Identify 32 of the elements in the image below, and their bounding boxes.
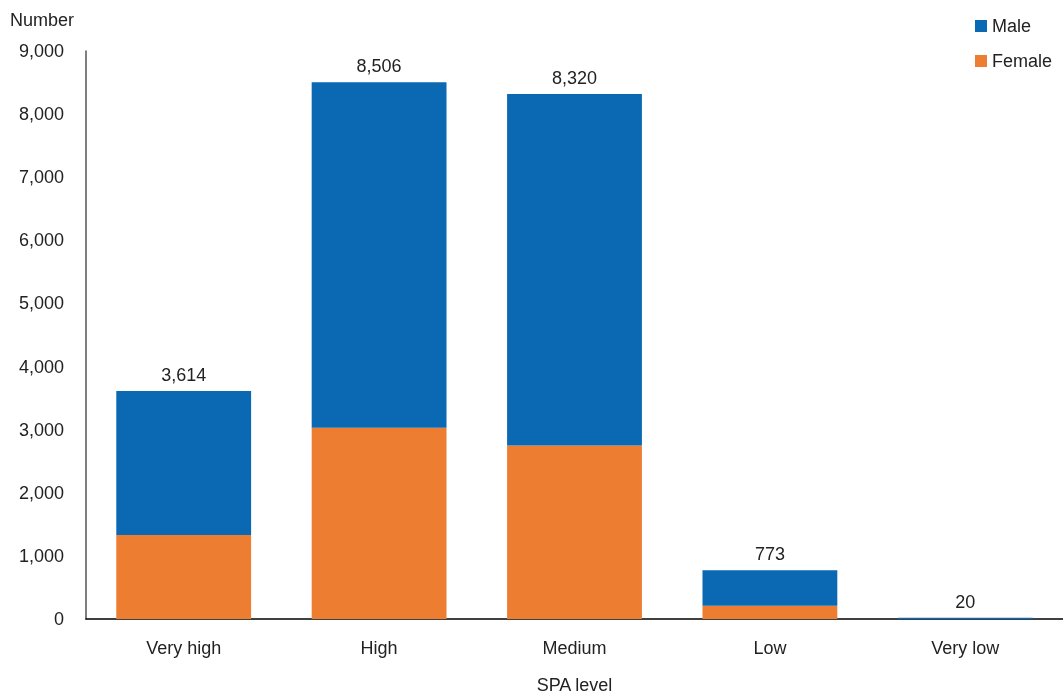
total-label: 8,506 (356, 56, 402, 77)
bar (116, 535, 252, 619)
total-label: 773 (754, 544, 785, 565)
y-axis-title: Number (10, 10, 75, 30)
y-tick-label: 9,000 (18, 41, 64, 61)
y-tick-label: 2,000 (18, 482, 64, 503)
total-label: 3,614 (161, 364, 207, 385)
total-label: 8,320 (551, 67, 598, 88)
x-tick-label: High (360, 638, 398, 658)
legend-label: Female (991, 51, 1053, 71)
x-tick-label: Low (753, 638, 788, 658)
bar (116, 390, 252, 536)
bar (702, 570, 838, 606)
x-axis-title: SPA level (536, 675, 613, 695)
total-label: 20 (955, 591, 976, 612)
y-tick-label: 4,000 (18, 356, 64, 377)
bar (311, 82, 447, 428)
x-tick-label: Very low (931, 638, 1001, 658)
y-tick-label: 8,000 (18, 104, 64, 125)
y-tick-label: 1,000 (18, 545, 64, 566)
x-tick-label: Medium (542, 638, 607, 658)
bar (311, 427, 447, 619)
bar (702, 605, 838, 619)
y-tick-label: 5,000 (18, 293, 64, 314)
bar (507, 93, 642, 446)
legend-label: Male (991, 16, 1031, 36)
bar (507, 445, 642, 619)
y-tick-label: 7,000 (18, 167, 64, 188)
x-tick-label: Very high (146, 638, 222, 658)
y-tick-label: 3,000 (18, 419, 64, 440)
y-tick-label: 0 (53, 609, 64, 629)
y-tick-label: 6,000 (18, 230, 64, 251)
